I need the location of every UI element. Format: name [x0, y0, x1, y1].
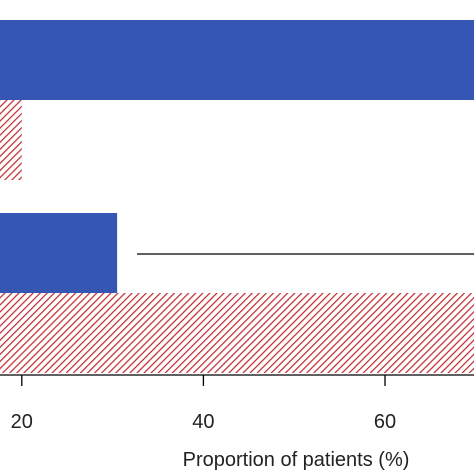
x-tick-label-60: 60: [374, 411, 396, 433]
x-tick-label-20: 20: [11, 411, 33, 433]
bar-group1-hatched: [0, 100, 22, 180]
bar-group1-solid: [0, 20, 474, 100]
x-tick-label-40: 40: [192, 411, 214, 433]
x-axis-title: Proportion of patients (%): [183, 449, 410, 471]
bar-group2-hatched: [0, 293, 474, 373]
bars-layer: [0, 20, 474, 373]
x-ticks: 20 40 60: [11, 375, 396, 433]
bar-group2-solid: [0, 213, 118, 293]
